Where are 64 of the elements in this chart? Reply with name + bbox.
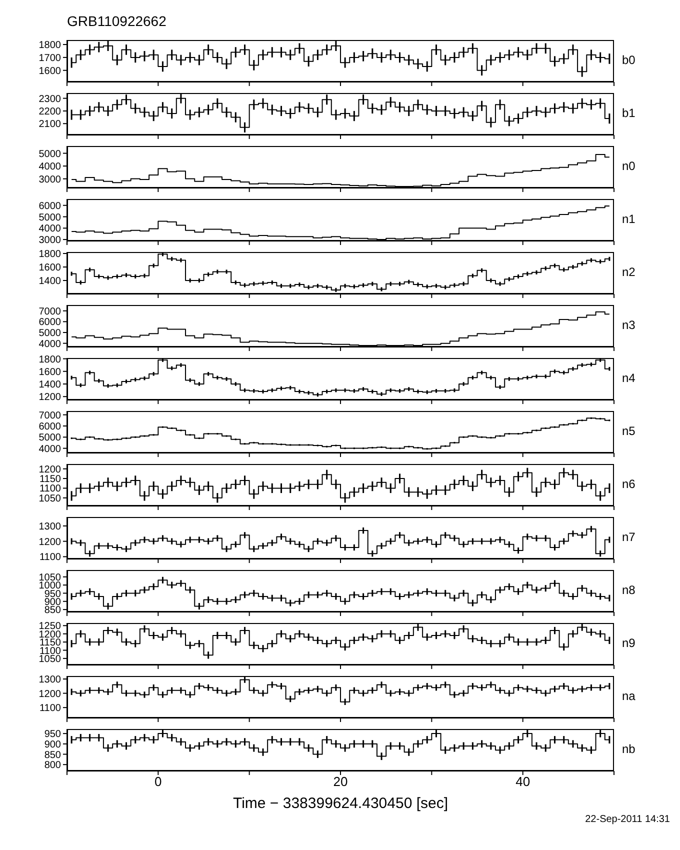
y-tick-label: 1800 (38, 249, 62, 260)
y-tick-label: 4000 (38, 162, 62, 173)
x-tick-label: 20 (333, 774, 348, 790)
y-tick-label: 1400 (38, 276, 62, 288)
y-tick-label: 950 (44, 729, 62, 740)
y-tick-label: 7000 (38, 306, 62, 318)
series-label: na (622, 689, 636, 703)
y-tick-label: 6000 (38, 200, 62, 212)
y-tick-label: 2300 (38, 94, 62, 105)
y-tick-label: 4000 (38, 444, 62, 455)
series-label: n3 (622, 318, 636, 332)
y-tick-label: 1200 (38, 392, 62, 404)
series-label: n5 (622, 424, 636, 438)
x-tick-label: 0 (154, 774, 162, 790)
y-tick-label: 1300 (38, 674, 62, 686)
y-tick-label: 2100 (38, 119, 62, 130)
y-tick-label: 1300 (38, 521, 62, 532)
y-tick-label: 7000 (38, 410, 62, 422)
y-tick-label: 1100 (39, 484, 62, 495)
y-tick-label: 5000 (38, 148, 62, 160)
series-label: n9 (622, 636, 636, 650)
series-label: n8 (622, 583, 636, 597)
y-tick-label: 1050 (38, 493, 62, 504)
chart-title: GRB110922662 (66, 12, 168, 31)
y-tick-label: 6000 (38, 317, 62, 328)
y-tick-label: 850 (44, 750, 62, 761)
x-tick-label: 40 (516, 774, 530, 790)
y-tick-label: 1100 (39, 703, 62, 714)
y-tick-label: 2200 (38, 106, 62, 118)
y-tick-label: 850 (44, 605, 62, 616)
y-tick-label: 3000 (38, 174, 62, 186)
y-tick-label: 1100 (39, 552, 62, 564)
series-label: n4 (622, 371, 636, 385)
y-tick-label: 1700 (38, 52, 62, 64)
y-tick-label: 1600 (38, 66, 62, 77)
y-tick-label: 1200 (38, 464, 62, 476)
y-tick-label: 3000 (38, 235, 62, 246)
y-tick-label: 4000 (38, 224, 62, 235)
series-label: b0 (622, 53, 636, 67)
series-label: n1 (622, 212, 636, 226)
y-tick-label: 1800 (38, 40, 62, 52)
y-tick-label: 900 (44, 739, 62, 750)
y-tick-label: 1200 (38, 688, 62, 700)
y-tick-label: 1050 (38, 654, 62, 665)
series-label: n6 (622, 477, 636, 491)
y-tick-label: 4000 (38, 338, 62, 350)
series-label: nb (622, 742, 636, 756)
y-tick-label: 5000 (38, 432, 62, 444)
y-tick-label: 5000 (38, 212, 62, 224)
series-label: b1 (622, 106, 636, 120)
series-label: n2 (622, 265, 636, 279)
series-label: n0 (622, 159, 636, 173)
y-tick-label: 6000 (38, 422, 62, 433)
x-axis-title: Time − 338399624.430450 [sec] (232, 795, 450, 812)
y-tick-label: 5000 (38, 328, 62, 340)
y-tick-label: 1150 (39, 474, 62, 486)
y-tick-label: 1200 (38, 536, 62, 548)
y-tick-label: 1400 (38, 380, 62, 391)
y-tick-label: 1600 (38, 366, 62, 378)
series-label: n7 (622, 530, 636, 544)
y-tick-label: 1800 (38, 354, 62, 366)
text: 22-Sep-2011 14:31 (584, 814, 670, 825)
y-tick-label: 800 (44, 760, 62, 772)
y-tick-label: 1600 (38, 262, 62, 274)
